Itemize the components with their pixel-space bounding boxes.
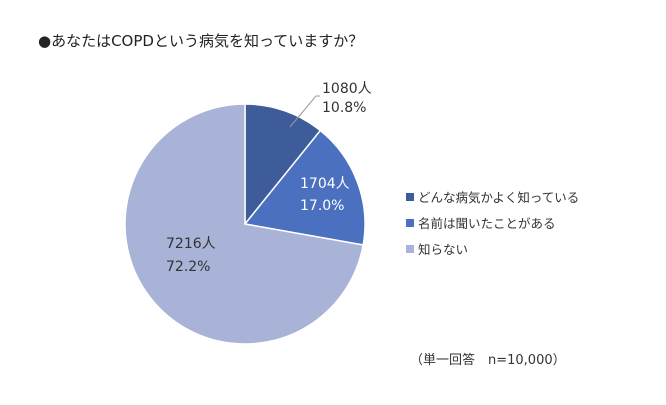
legend-label: どんな病気かよく知っている [418,190,580,205]
legend-swatch [406,244,414,253]
data-label-percent-0: 10.8% [322,100,367,116]
pie-slice-2 [124,103,365,345]
pie-slice-1 [243,129,366,246]
data-label-count-1: 1704人 [300,176,350,192]
legend-label: 知らない [418,242,469,257]
pie-slice-0 [244,103,322,227]
legend-item-2: 知らない [406,239,468,258]
legend-item-0: どんな病気かよく知っている [406,187,579,206]
legend-item-1: 名前は聞いたことがある [406,213,556,232]
data-label-percent-2: 72.2% [166,259,211,275]
sample-note: （単一回答 n=10,000） [410,353,566,368]
chart-title: ●あなたはCOPDという病気を知っていますか？ [38,32,364,50]
data-label-count-2: 7216人 [166,236,216,252]
data-label-percent-1: 17.0% [300,198,345,214]
data-label-count-0: 1080人 [322,81,372,97]
leader-line [289,95,320,128]
legend-swatch [406,218,414,227]
legend-label: 名前は聞いたことがある [418,216,556,231]
legend-swatch [406,192,414,201]
